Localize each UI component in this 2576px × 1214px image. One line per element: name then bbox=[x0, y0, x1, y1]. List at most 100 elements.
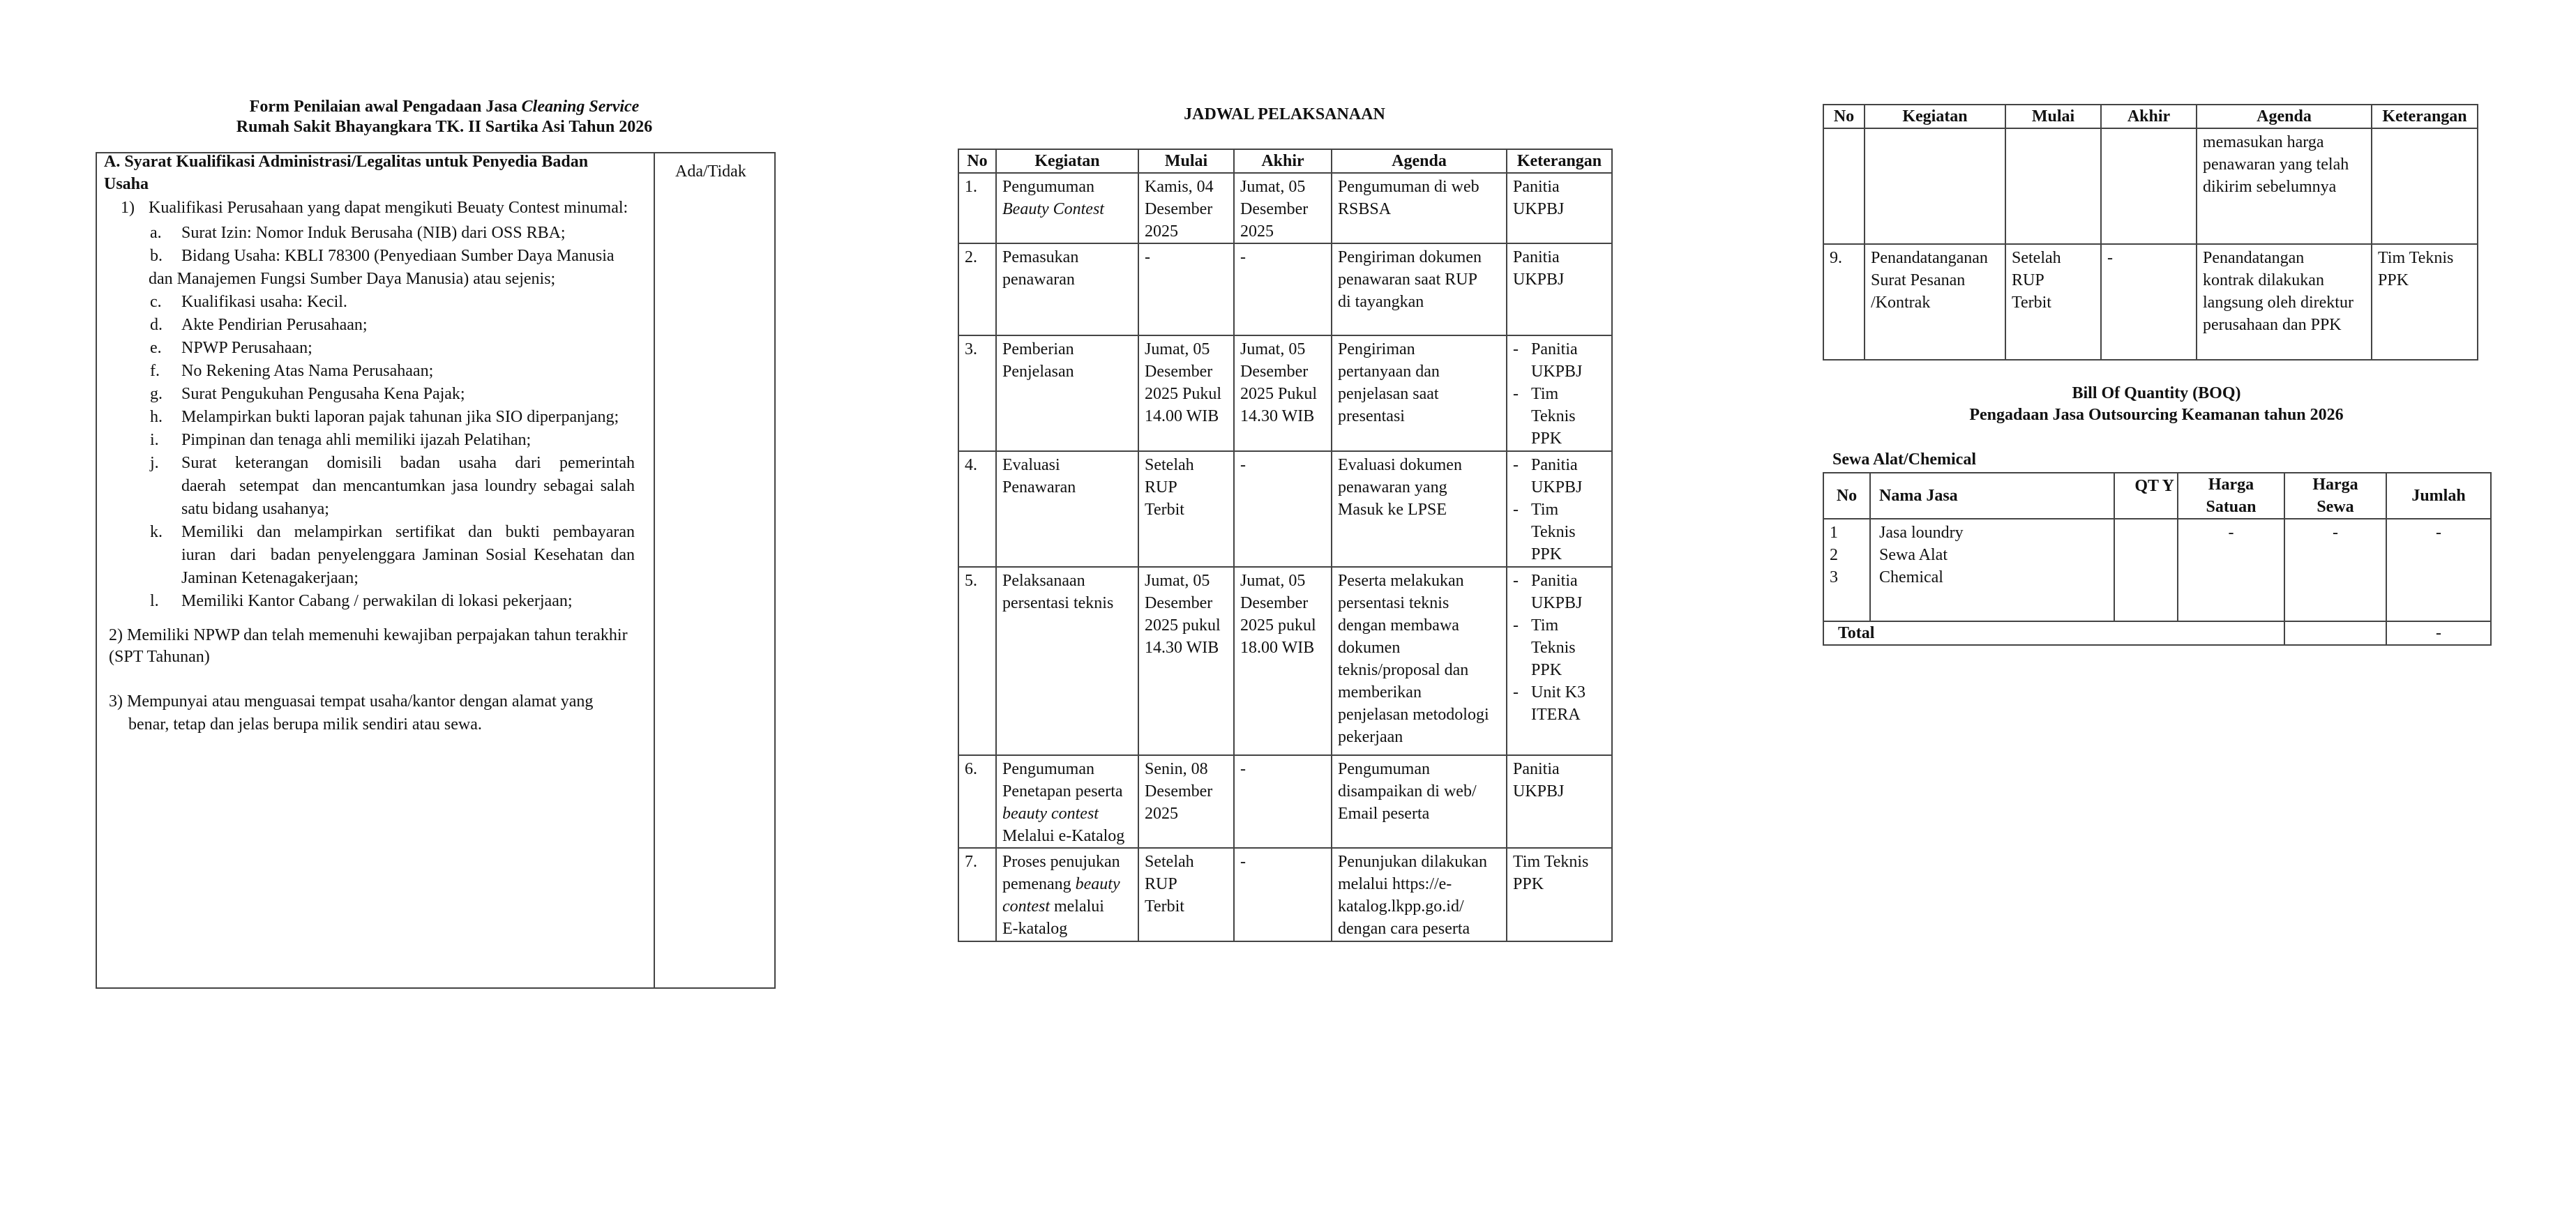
keterangan-item: Tim Teknis PPK bbox=[1508, 383, 1606, 450]
boq-harga-satuan: - bbox=[2177, 518, 2285, 622]
keterangan-list: Panitia UKPBJTim Teknis PPK bbox=[1508, 454, 1606, 566]
row-agenda: Peserta melakukan persentasi teknis deng… bbox=[1331, 566, 1507, 756]
row-agenda: Penunjukan dilakukan melalui https://e- … bbox=[1331, 847, 1507, 942]
sub-item-letter: b. bbox=[150, 247, 163, 265]
sub-item-letter: d. bbox=[150, 316, 163, 334]
sub-item-letter: e. bbox=[150, 339, 162, 357]
row-akhir: Jumat, 05 Desember 2025 Pukul 14.30 WIB bbox=[1233, 335, 1332, 452]
boq-header-harga-satuan: Harga Satuan bbox=[2177, 472, 2285, 519]
boq-total-row: Total - bbox=[1823, 621, 2492, 646]
row-keterangan: Tim Teknis PPK bbox=[1506, 847, 1613, 942]
row-kegiatan: Evaluasi Penawaran bbox=[995, 450, 1139, 568]
kegiatan-text: Pengumuman Penetapan peserta bbox=[1002, 760, 1123, 801]
schedule-header-row: No Kegiatan Mulai Akhir Agenda Keterangan bbox=[958, 149, 1613, 174]
sub-item-text: iuran dari badan penyelenggara Jaminan S… bbox=[181, 546, 635, 564]
schedule-header-agenda: Agenda bbox=[1331, 149, 1507, 174]
requirement-2-line: 2) Memiliki NPWP dan telah memenuhi kewa… bbox=[109, 626, 628, 644]
row-number: 2. bbox=[958, 243, 997, 336]
requirement-1-text: Kualifikasi Perusahaan yang dapat mengik… bbox=[149, 199, 628, 217]
row-number: 1. bbox=[958, 172, 997, 244]
section-heading-line1: A. Syarat Kualifikasi Administrasi/Legal… bbox=[104, 153, 589, 171]
schedule-table: No Kegiatan Mulai Akhir Agenda Keterangan 1. Pe… bbox=[958, 149, 1613, 942]
section-heading: A. Syarat Kualifikasi Administrasi/Legal… bbox=[104, 151, 588, 195]
schedule-header-row: No Kegiatan Mulai Akhir Agenda Keterangan bbox=[1823, 104, 2478, 129]
boq-total-label: Total bbox=[1823, 621, 2285, 646]
boq-jumlah: - bbox=[2386, 518, 2492, 622]
kegiatan-text: Melalui e-Katalog bbox=[1002, 827, 1125, 845]
row-akhir: - bbox=[2100, 243, 2197, 361]
requirement-3-line: 3) Mempunyai atau menguasai tempat usaha… bbox=[109, 692, 594, 711]
schedule-header-agenda: Agenda bbox=[2196, 104, 2372, 129]
row-agenda: memasukan harga penawaran yang telah dik… bbox=[2196, 128, 2372, 245]
schedule-row: 7. Proses penujukan pemenang beauty conte… bbox=[958, 847, 1613, 942]
keterangan-item: Unit K3 ITERA bbox=[1508, 681, 1606, 726]
sub-item-text: daerah setempat dan mencantumkan jasa lo… bbox=[181, 477, 635, 495]
schedule-row: 2. Pemasukan penawaran - - Pengiriman dokume… bbox=[958, 243, 1613, 336]
keterangan-list: Panitia UKPBJTim Teknis PPKUnit K3 ITERA bbox=[1508, 570, 1606, 726]
sub-item-letter: h. bbox=[150, 408, 163, 426]
boq-body-row: 1 2 3 Jasa loundry Sewa Alat Chemical - … bbox=[1823, 518, 2492, 622]
form-title-prefix: Form Penilaian awal Pengadaan Jasa bbox=[249, 98, 522, 116]
sub-item-text: Jaminan Ketenagakerjaan; bbox=[181, 569, 359, 587]
row-kegiatan: Pemberian Penjelasan bbox=[995, 335, 1139, 452]
row-kegiatan: Pengumuman Beauty Contest bbox=[995, 172, 1139, 244]
schedule-row: memasukan harga penawaran yang telah dik… bbox=[1823, 128, 2478, 245]
row-mulai: Jumat, 05 Desember 2025 Pukul 14.00 WIB bbox=[1138, 335, 1235, 452]
requirement-3-line: benar, tetap dan jelas berupa milik send… bbox=[128, 715, 482, 734]
sub-item-text: Kualifikasi usaha: Kecil. bbox=[181, 293, 347, 311]
sub-item-letter: j. bbox=[150, 454, 159, 472]
row-mulai: Kamis, 04 Desember 2025 bbox=[1138, 172, 1235, 244]
row-keterangan bbox=[2371, 128, 2478, 245]
schedule-header-akhir: Akhir bbox=[1233, 149, 1332, 174]
sub-item-text: NPWP Perusahaan; bbox=[181, 339, 312, 357]
schedule-header-kegiatan: Kegiatan bbox=[1864, 104, 2006, 129]
kegiatan-text: Pemasukan penawaran bbox=[1002, 248, 1079, 289]
row-number: 3. bbox=[958, 335, 997, 452]
sub-item-text: No Rekening Atas Nama Perusahaan; bbox=[181, 362, 434, 380]
boq-qty bbox=[2114, 518, 2178, 622]
row-number: 5. bbox=[958, 566, 997, 756]
schedule-row: 5. Pelaksanaan persentasi teknis Jumat, 05… bbox=[958, 566, 1613, 756]
column-divider bbox=[654, 152, 655, 989]
schedule-table-continued: No Kegiatan Mulai Akhir Agenda Keterangan mema… bbox=[1823, 104, 2478, 361]
kegiatan-text: Beauty Contest bbox=[1002, 200, 1104, 218]
row-mulai: Setelah RUP Terbit bbox=[2005, 243, 2102, 361]
keterangan-item: Panitia UKPBJ bbox=[1508, 570, 1606, 614]
requirements-box bbox=[96, 152, 776, 989]
row-akhir: Jumat, 05 Desember 2025 bbox=[1233, 172, 1332, 244]
row-akhir: - bbox=[1233, 243, 1332, 336]
boq-header-nama: Nama Jasa bbox=[1869, 472, 2115, 519]
requirement-2-line: (SPT Tahunan) bbox=[109, 648, 210, 666]
sub-item-text: Melampirkan bukti laporan pajak tahunan … bbox=[181, 408, 619, 426]
schedule-header-no: No bbox=[958, 149, 997, 174]
schedule-header-mulai: Mulai bbox=[2005, 104, 2102, 129]
sub-item-text: Pimpinan dan tenaga ahli memiliki ijazah… bbox=[181, 431, 532, 449]
row-akhir: - bbox=[1233, 450, 1332, 568]
kegiatan-text: beauty contest bbox=[1002, 875, 1120, 916]
sub-item-text: Akte Pendirian Perusahaan; bbox=[181, 316, 368, 334]
row-akhir: Jumat, 05 Desember 2025 pukul 18.00 WIB bbox=[1233, 566, 1332, 756]
schedule-row: 6. Pengumuman Penetapan peserta beauty co… bbox=[958, 754, 1613, 849]
sub-item-letter: a. bbox=[150, 224, 162, 242]
schedule-header-mulai: Mulai bbox=[1138, 149, 1235, 174]
boq-header-qty: QT Y bbox=[2114, 472, 2178, 519]
schedule-row: 1. Pengumuman Beauty Contest Kamis, 04 Des… bbox=[958, 172, 1613, 244]
boq-header-row: No Nama Jasa QT Y Harga Satuan Harga Sew… bbox=[1823, 472, 2492, 519]
row-number: 9. bbox=[1823, 243, 1865, 361]
sub-item-text: Surat keterangan domisili badan usaha da… bbox=[181, 454, 635, 472]
row-keterangan: Panitia UKPBJTim Teknis PPKUnit K3 ITERA bbox=[1506, 566, 1613, 756]
sub-item-text: satu bidang usahanya; bbox=[181, 500, 329, 518]
schedule-header-akhir: Akhir bbox=[2100, 104, 2197, 129]
sub-item-letter: l. bbox=[150, 592, 159, 610]
section-heading-line2: Usaha bbox=[104, 175, 149, 193]
requirement-1-number: 1) bbox=[121, 199, 135, 217]
form-title-italic: Cleaning Service bbox=[521, 98, 640, 116]
sub-item-letter: i. bbox=[150, 431, 159, 449]
sub-item-letter: f. bbox=[150, 362, 160, 380]
boq-subtitle: Pengadaan Jasa Outsourcing Keamanan tahu… bbox=[1969, 406, 2344, 424]
row-agenda: Pengiriman dokumen penawaran saat RUP di… bbox=[1331, 243, 1507, 336]
row-keterangan: Panitia UKPBJ bbox=[1506, 754, 1613, 849]
sub-item-letter: g. bbox=[150, 385, 163, 403]
kegiatan-text: Penandatanganan Surat Pesanan /Kontrak bbox=[1871, 249, 1988, 312]
kegiatan-text: Pelaksanaan persentasi teknis bbox=[1002, 572, 1114, 612]
